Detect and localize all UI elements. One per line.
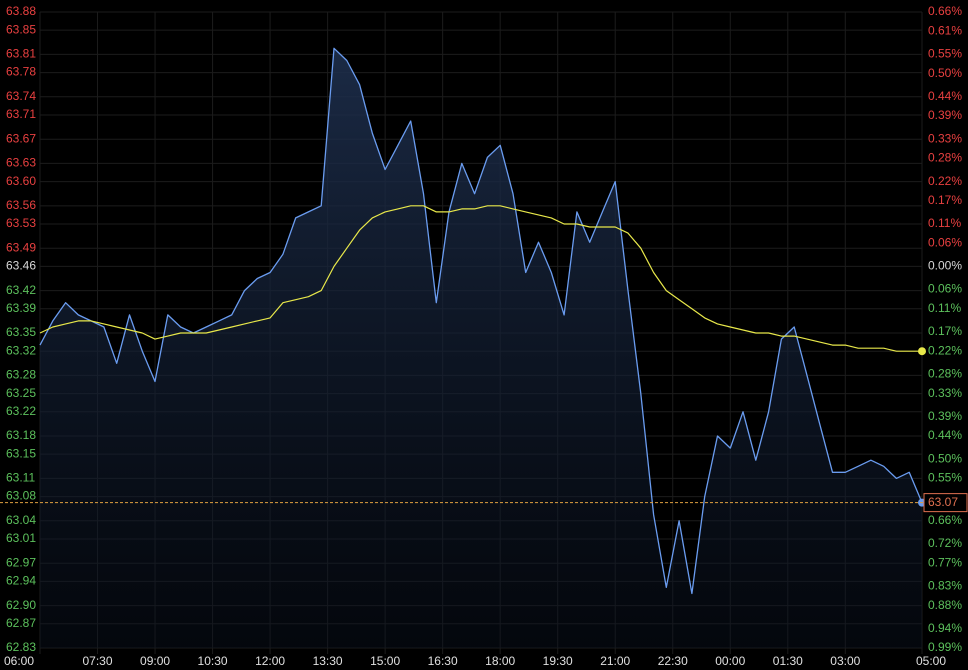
y2-tick-label: 0.28% (928, 366, 962, 380)
y2-tick-label: 0.06% (928, 235, 962, 249)
x-tick-label: 15:00 (370, 654, 400, 668)
y2-tick-label: 0.11% (928, 216, 961, 230)
y2-tick-label: 0.94% (928, 621, 962, 635)
y-tick-label: 63.71 (6, 107, 36, 121)
y2-tick-label: 0.66% (928, 4, 962, 18)
y2-tick-label: 0.72% (928, 536, 962, 550)
y-tick-label: 63.28 (6, 368, 36, 382)
x-tick-label: 07:30 (83, 654, 113, 668)
y-tick-label: 63.42 (6, 283, 36, 297)
x-tick-label: 09:00 (140, 654, 170, 668)
y2-tick-label: 0.11% (928, 301, 961, 315)
y-tick-label: 63.25 (6, 386, 36, 400)
y-tick-label: 63.88 (6, 4, 36, 18)
y2-tick-label: 0.06% (928, 282, 962, 296)
x-tick-label: 00:00 (715, 654, 745, 668)
y-tick-label: 63.63 (6, 156, 36, 170)
x-tick-label: 19:30 (543, 654, 573, 668)
y-tick-label: 63.32 (6, 343, 36, 357)
price-line (39, 47, 923, 595)
x-tick-label: 13:30 (313, 654, 343, 668)
y-tick-label: 63.08 (6, 489, 36, 503)
y2-tick-label: 0.39% (928, 108, 962, 122)
y-tick-label: 63.56 (6, 198, 36, 212)
price-area (40, 48, 922, 649)
y2-tick-label: 0.33% (928, 131, 962, 145)
y2-tick-label: 0.44% (928, 89, 962, 103)
y2-tick-label: 0.00% (928, 259, 962, 273)
y2-tick-label: 0.77% (928, 555, 962, 569)
y2-tick-label: 0.55% (928, 471, 962, 485)
x-tick-label: 06:00 (4, 654, 34, 668)
y-tick-label: 63.74 (6, 89, 36, 103)
x-tick-label: 16:30 (428, 654, 458, 668)
x-tick-label: 22:30 (658, 654, 688, 668)
x-tick-label: 03:00 (830, 654, 860, 668)
y2-tick-label: 0.50% (928, 451, 962, 465)
y-tick-label: 62.97 (6, 555, 36, 569)
y2-tick-label: 0.22% (928, 174, 962, 188)
last-price-label: 63.07 (928, 495, 958, 509)
y2-tick-label: 0.44% (928, 428, 962, 442)
y-tick-label: 63.46 (6, 259, 36, 273)
y2-tick-label: 0.17% (928, 193, 962, 207)
end-dot (918, 347, 926, 356)
y-tick-label: 63.78 (6, 65, 36, 79)
y-tick-label: 63.11 (6, 471, 35, 485)
x-tick-label: 12:00 (255, 654, 285, 668)
y-tick-label: 63.67 (6, 131, 36, 145)
y-tick-label: 63.04 (6, 513, 36, 527)
y2-tick-label: 0.28% (928, 151, 962, 165)
y-tick-label: 63.15 (6, 446, 36, 460)
y2-tick-label: 0.99% (928, 640, 962, 654)
y2-tick-label: 0.50% (928, 66, 962, 80)
x-tick-label: 10:30 (198, 654, 228, 668)
y2-tick-label: 0.66% (928, 513, 962, 527)
x-tick-label: 05:00 (916, 654, 946, 668)
y2-tick-label: 0.17% (928, 324, 962, 338)
y-tick-label: 63.60 (6, 174, 36, 188)
y2-tick-label: 0.39% (928, 409, 962, 423)
y2-tick-label: 0.22% (928, 343, 962, 357)
y-tick-label: 62.83 (6, 640, 36, 654)
y2-tick-label: 0.33% (928, 386, 962, 400)
y-tick-label: 62.87 (6, 616, 36, 630)
y-tick-label: 62.94 (6, 574, 36, 588)
y2-tick-label: 0.55% (928, 47, 962, 61)
y-tick-label: 63.81 (6, 47, 36, 61)
y-tick-label: 63.85 (6, 22, 36, 36)
y2-tick-label: 0.88% (928, 598, 962, 612)
x-tick-label: 21:00 (600, 654, 630, 668)
y2-tick-label: 0.83% (928, 578, 962, 592)
y-tick-label: 63.49 (6, 240, 36, 254)
average-line (39, 205, 922, 352)
y-tick-label: 62.90 (6, 598, 36, 612)
y-tick-label: 63.18 (6, 428, 36, 442)
y-tick-label: 63.22 (6, 404, 36, 418)
last-price-box (923, 493, 968, 513)
y2-tick-label: 0.61% (928, 23, 962, 37)
y-tick-label: 63.35 (6, 325, 36, 339)
x-tick-label: 01:30 (773, 654, 803, 668)
x-tick-label: 18:00 (485, 654, 515, 668)
y-tick-label: 63.53 (6, 216, 36, 230)
y-tick-label: 63.39 (6, 301, 36, 315)
y-tick-label: 63.01 (6, 531, 36, 545)
